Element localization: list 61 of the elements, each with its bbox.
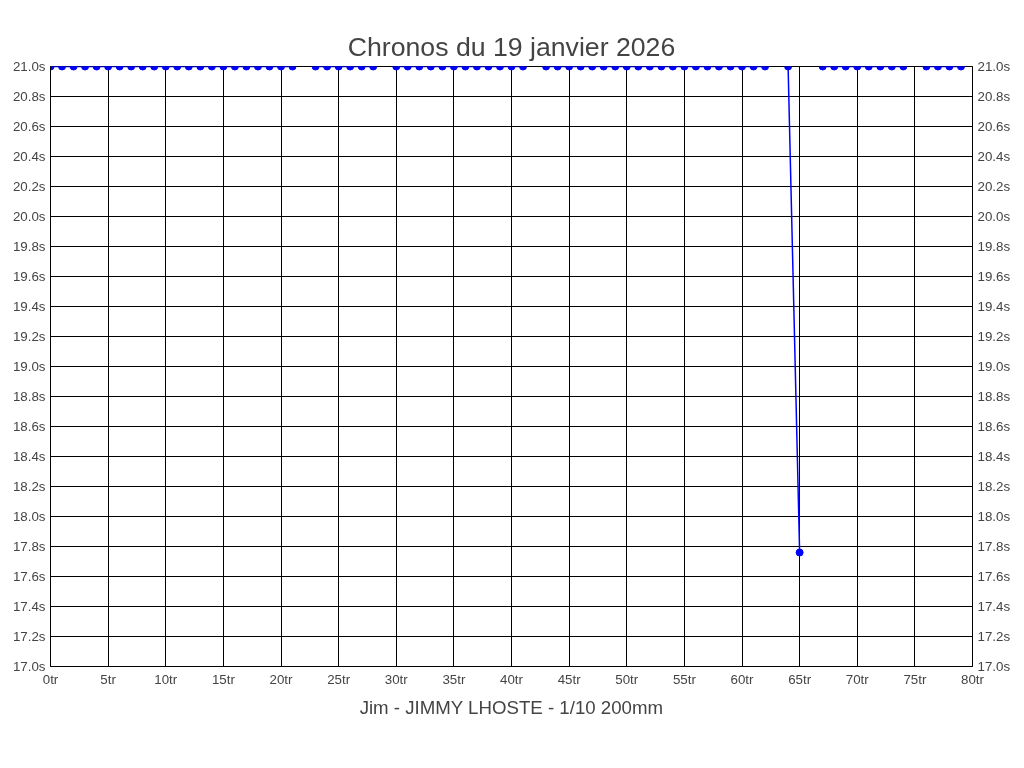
y2-tick-label: 20.0s [977, 209, 1011, 224]
y2-tick-label: 20.2s [977, 179, 1011, 194]
y2-tick-label: 17.6s [977, 569, 1011, 584]
y2-tick-label: 18.2s [977, 479, 1011, 494]
y2-tick-label: 20.8s [977, 89, 1011, 104]
y2-tick-label: 18.8s [977, 389, 1011, 404]
x-tick-label: 20tr [269, 671, 294, 687]
y-tick-label: 18.0s [12, 509, 46, 524]
y-tick-label: 19.0s [12, 359, 46, 374]
y-tick-label: 17.6s [12, 569, 46, 584]
x-tick-label: 50tr [615, 671, 639, 687]
x-tick-label: 15tr [211, 671, 236, 687]
y2-tick-label: 18.0s [977, 509, 1011, 524]
y-tick-label: 17.4s [12, 599, 46, 614]
text: Jim - JIMMY LHOSTE - 1/10 200mm [359, 696, 664, 718]
y-tick-label: 21.0s [12, 59, 46, 74]
y-tick-label: 19.8s [12, 239, 46, 254]
y-tick-label: 18.8s [12, 389, 46, 404]
x-tick-label: 0tr [42, 671, 59, 687]
x-tick-label: 80tr [961, 671, 985, 687]
y-tick-label: 18.2s [12, 479, 46, 494]
y2-tick-label: 20.6s [977, 119, 1011, 134]
y-tick-label: 18.4s [12, 449, 46, 464]
x-tick-label: 5tr [100, 671, 117, 687]
y2-tick-label: 19.0s [977, 359, 1011, 374]
x-tick-label: 35tr [442, 671, 466, 687]
y2-tick-label: 19.6s [977, 269, 1011, 284]
y-tick-label: 20.0s [12, 209, 46, 224]
y-tick-label: 20.2s [12, 179, 46, 194]
x-tick-label: 65tr [788, 671, 812, 687]
x-tick-label: 45tr [557, 671, 582, 687]
y-tick-label: 20.4s [12, 149, 46, 164]
y2-tick-label: 18.6s [977, 419, 1011, 434]
y2-tick-label: 19.2s [977, 329, 1011, 344]
y-tick-label: 18.6s [12, 419, 46, 434]
x-tick-label: 25tr [327, 671, 351, 687]
y2-tick-label: 17.2s [977, 629, 1011, 644]
x-tick-label: 70tr [845, 671, 870, 687]
y-tick-label: 20.6s [12, 119, 46, 134]
y-tick-label: 19.6s [12, 269, 46, 284]
chart-title: Chronos du 19 janvier 2026 [347, 31, 676, 62]
y-tick-label: 17.0s [12, 659, 46, 674]
y2-tick-label: 17.4s [977, 599, 1011, 614]
x-tick-label: 60tr [730, 671, 755, 687]
y2-tick-label: 19.4s [977, 299, 1011, 314]
x-tick-label: 30tr [384, 671, 409, 687]
y-tick-label: 20.8s [12, 89, 46, 104]
x-tick-label: 40tr [500, 671, 524, 687]
y2-tick-label: 17.0s [977, 659, 1011, 674]
y2-tick-label: 21.0s [977, 59, 1011, 74]
x-tick-label: 10tr [154, 671, 178, 687]
x-tick-label: 55tr [672, 671, 697, 687]
y2-tick-label: 20.4s [977, 149, 1011, 164]
y2-tick-label: 17.8s [977, 539, 1011, 554]
x-tick-label: 75tr [903, 671, 927, 687]
y-tick-label: 19.2s [12, 329, 46, 344]
y2-tick-label: 19.8s [977, 239, 1011, 254]
y-tick-label: 19.4s [12, 299, 46, 314]
y-tick-label: 17.2s [12, 629, 46, 644]
y-tick-label: 17.8s [12, 539, 46, 554]
y2-tick-label: 18.4s [977, 449, 1011, 464]
